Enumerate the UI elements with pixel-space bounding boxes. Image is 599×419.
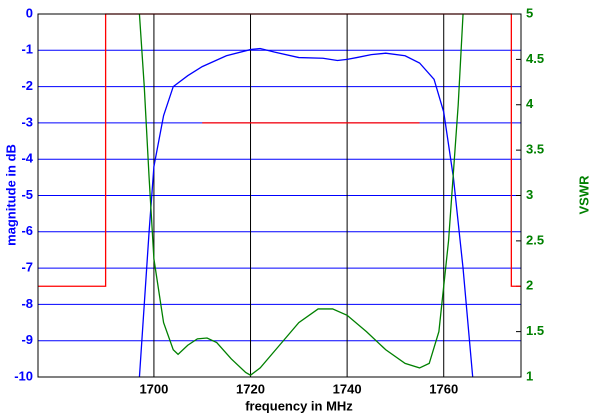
y-tick-label: -10: [14, 368, 33, 383]
y-tick-label: 0: [26, 5, 33, 20]
y2-tick-label: 1: [526, 368, 533, 383]
x-tick-label: 1760: [429, 381, 458, 396]
y2-tick-label: 2.5: [526, 232, 544, 247]
y-tick-label: -1: [21, 42, 33, 57]
data-line: [138, 47, 474, 378]
y2-tick-label: 3.5: [526, 142, 544, 157]
y2-tick-label: 3: [526, 187, 533, 202]
y2-axis-label: VSWR: [576, 175, 591, 215]
x-axis-label: frequency in MHz: [245, 398, 353, 413]
y-tick-label: -3: [21, 114, 33, 129]
y-tick-label: -2: [21, 78, 33, 93]
data-line: [138, 13, 464, 376]
y2-tick-label: 1.5: [526, 323, 544, 338]
y2-tick-label: 5: [526, 5, 533, 20]
y-tick-label: -7: [21, 260, 33, 275]
y-tick-label: -4: [21, 151, 33, 166]
x-tick-label: 1740: [333, 381, 362, 396]
y2-tick-label: 4.5: [526, 51, 544, 66]
x-tick-label: 1700: [139, 381, 168, 396]
y-tick-label: -9: [21, 332, 33, 347]
y2-tick-label: 4: [526, 96, 534, 111]
y-axis-label: magnitude in dB: [3, 144, 18, 246]
y-tick-label: -5: [21, 187, 33, 202]
plot-frame: [37, 13, 522, 378]
x-tick-label: 1720: [236, 381, 265, 396]
y-tick-label: -8: [21, 296, 33, 311]
y-tick-label: -6: [21, 223, 33, 238]
y2-tick-label: 2: [526, 278, 533, 293]
